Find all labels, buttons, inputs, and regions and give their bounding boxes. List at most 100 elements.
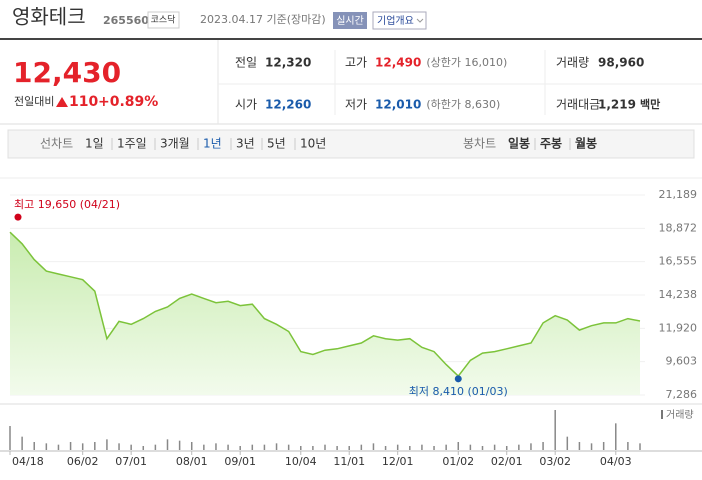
volume-bar [239,446,241,450]
period-tab[interactable]: 1년 [203,137,222,151]
volume-bar [57,444,60,450]
stock-code: 265560 [103,14,149,27]
x-tick-label: 07/01 [115,455,147,468]
x-tick-label: 09/01 [224,455,256,468]
volume-bar [69,442,72,450]
volume-bar [142,446,145,450]
stat-label: 전일 [235,56,257,70]
volume-bar [227,444,229,450]
volume-bar [348,446,350,450]
high-label: 최고 19,650 (04/21) [14,198,120,211]
dropdown-arrow [416,18,424,23]
volume-bar [590,443,593,450]
volume-bar [9,426,11,450]
volume-bar [324,444,326,450]
volume-bar [409,446,411,450]
volume-bar [360,444,363,450]
realtime-btn[interactable] [333,12,367,29]
volume-bar [481,446,484,450]
x-tick-label: 11/01 [333,455,365,468]
high-marker [14,213,22,221]
volume-bar [433,446,435,450]
y-tick-label: 9,603 [666,355,698,368]
volume-bar [178,440,181,450]
period-tab[interactable]: 10년 [300,137,326,151]
volume-bar [215,443,217,450]
stat-unit: 백만 [640,97,660,111]
volume-bar [94,442,96,450]
volume-bar [33,442,35,450]
x-tick-label: 04/03 [600,455,632,468]
price-line [9,231,641,378]
change: 110 [69,94,98,110]
line-chart-label: 선차트 [40,137,73,151]
volume-bar [554,410,556,450]
realtime-label[interactable]: 실시간 [336,15,364,27]
volume-bar [106,439,108,450]
candle-tab[interactable]: 주봉 [540,137,562,151]
volume-bar [396,444,399,450]
stat-label: 거래대금 [556,98,600,112]
volume-bar [421,444,423,450]
y-tick-label: 11,920 [659,321,698,334]
x-tick-label: 02/01 [491,455,523,468]
x-tick-label: 04/18 [12,455,44,468]
x-tick-label: 10/04 [285,455,317,468]
stat-value: 98,960 [598,56,644,70]
volume-bar [627,442,629,450]
volume-bar [154,444,157,450]
volume-bar [615,423,617,450]
period-tab[interactable]: 3년 [236,137,255,151]
volume-bar [542,442,544,450]
volume-bar [518,444,520,450]
volume-bar [287,444,290,450]
volume-bar [445,444,447,450]
x-tick-label: 12/01 [382,455,414,468]
market-tag-box [147,11,180,29]
stat-label: 시가 [235,98,257,112]
company-info-btn[interactable] [372,11,427,30]
volume-bar [45,443,48,450]
stock-name: 영화테크 [12,5,86,29]
y-tick-label: 18,872 [659,221,698,234]
date: 2023.04.17 기준(장마감) [200,13,326,26]
up-arrow [56,97,68,107]
volume-bar [372,443,375,450]
x-tick-label: 01/02 [442,455,474,468]
volume-bar [384,446,387,450]
market-tag: 코스닥 [151,15,176,26]
volume-bar [81,443,84,450]
volume-bar [166,439,169,450]
tab-bar [7,129,695,159]
low-marker [454,375,462,383]
period-tab[interactable]: 1주일 [117,137,147,151]
company-info-label[interactable]: 기업개요 [377,14,414,27]
volume-bar [578,442,581,450]
period-tab[interactable]: 3개월 [160,137,190,151]
volume-bar [639,443,641,450]
y-tick-label: 14,238 [659,288,698,301]
volume-bar [251,444,254,450]
stat-label: 저가 [345,98,367,112]
volume-bar [275,443,278,450]
price: 12,430 [13,56,121,89]
y-tick-label: 21,189 [659,188,698,201]
period-tab[interactable]: 1일 [85,137,104,151]
volume-bar [21,436,23,450]
candle-tab[interactable]: 일봉 [508,137,530,151]
stat-value: 12,490 [375,56,421,70]
y-tick-label: 16,555 [659,255,698,268]
stat-value: 12,010 [375,98,421,112]
volume-label: 거래량 [666,409,694,421]
x-tick-label: 06/02 [67,455,99,468]
y-tick-label: 7,286 [666,388,698,401]
low-label: 최저 8,410 (01/03) [409,385,508,398]
stat-value: 12,260 [265,98,311,112]
period-tab[interactable]: 5년 [267,137,286,151]
change-pct: +0.89% [98,94,158,110]
volume-bar [300,446,302,450]
stat-label: 거래량 [556,56,589,70]
volume-bar [312,446,314,450]
candle-tab[interactable]: 월봉 [575,136,597,151]
